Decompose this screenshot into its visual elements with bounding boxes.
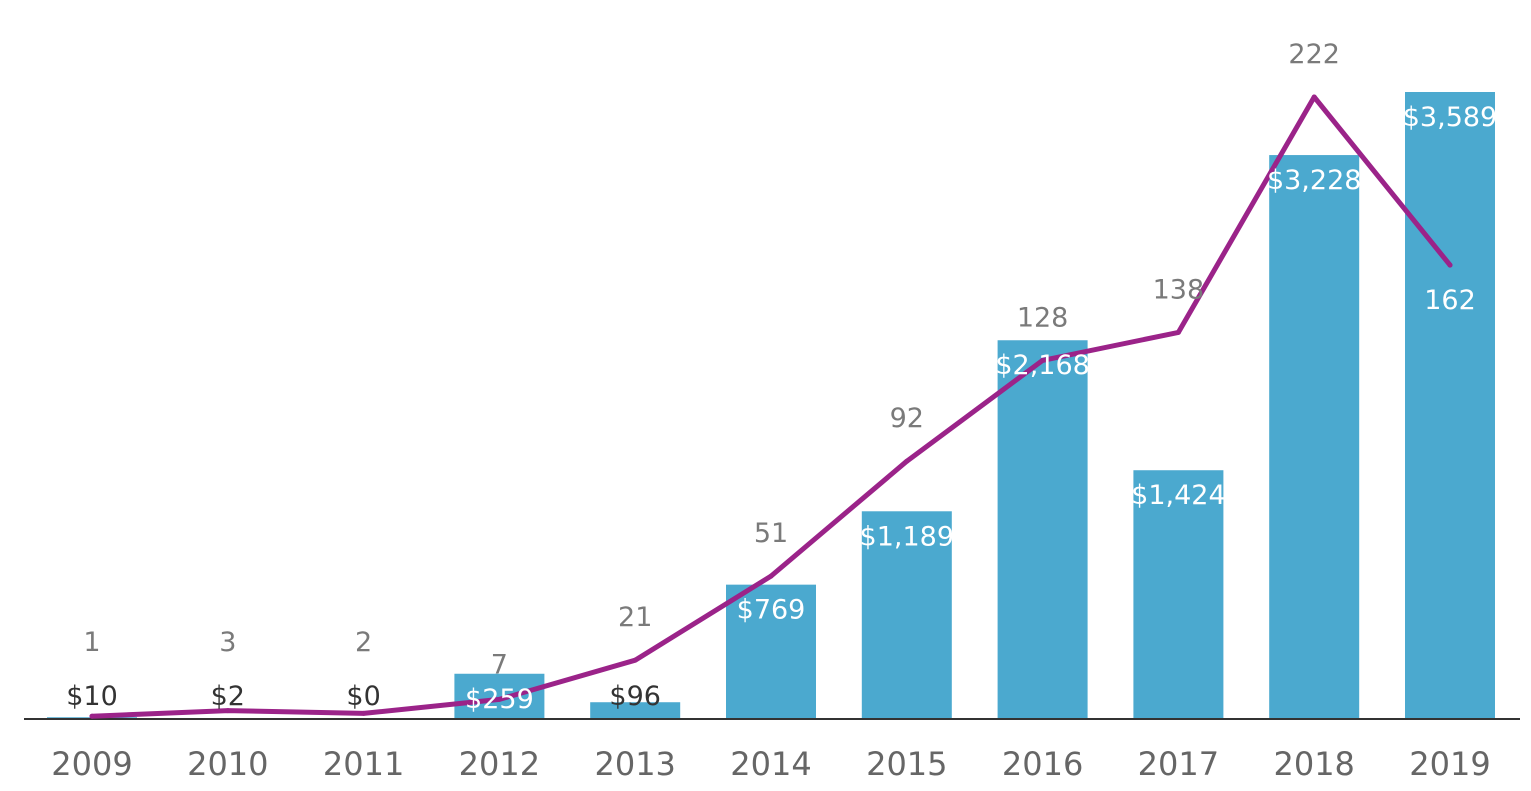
bar-2019	[1405, 92, 1495, 719]
x-tick-2013: 2013	[594, 745, 675, 783]
line-point-2009	[89, 713, 95, 719]
bar-label-2010: $2	[211, 681, 245, 712]
x-tick-2009: 2009	[51, 745, 132, 783]
ticks-layer: 2009 2010 2011 2012 2013 2014 2015 2016 2017 2018…	[51, 745, 1490, 783]
bar-2017	[1133, 470, 1224, 719]
line-label-2014: 51	[754, 518, 788, 549]
line-label-2011: 2	[355, 627, 372, 658]
line-point-2013	[632, 657, 638, 663]
line-label-2009: 1	[83, 627, 100, 658]
bar-label-2018: $3,228	[1267, 165, 1361, 196]
bar-2012	[454, 673, 545, 719]
line-point-2015	[904, 458, 910, 464]
x-tick-2012: 2012	[459, 745, 540, 783]
line-point-2012	[496, 696, 502, 702]
bar-label-2011: $0	[346, 681, 380, 712]
line-label-2015: 92	[890, 403, 924, 434]
line-label-2017: 138	[1153, 274, 1205, 305]
bar-label-2017: $1,424	[1131, 480, 1225, 511]
x-tick-2018: 2018	[1273, 745, 1354, 783]
x-tick-2010: 2010	[187, 745, 268, 783]
bar-2016	[997, 340, 1088, 719]
line-point-2019	[1447, 262, 1453, 268]
bar-2015	[861, 511, 952, 719]
bar-label-2016: $2,168	[995, 350, 1089, 381]
x-tick-2017: 2017	[1138, 745, 1219, 783]
line-point-2010	[225, 708, 231, 714]
line-point-2018	[1311, 94, 1317, 100]
bar-label-2015: $1,189	[860, 521, 954, 552]
x-tick-2011: 2011	[323, 745, 404, 783]
line-label-2013: 21	[618, 602, 652, 633]
line-layer	[89, 94, 1453, 719]
x-tick-2015: 2015	[866, 745, 947, 783]
line-point-2016	[1040, 357, 1046, 363]
bar-label-2012: $259	[465, 684, 534, 715]
bars-layer	[47, 92, 1495, 719]
line-label-2019: 162	[1424, 285, 1476, 316]
x-tick-2016: 2016	[1002, 745, 1083, 783]
bar-2014	[726, 584, 816, 719]
x-tick-2014: 2014	[730, 745, 811, 783]
bar-label-2013: $96	[609, 681, 661, 712]
labels-layer: $10 $2 $0 $259 $96 $769 $1,189 $2,168 $1,424 $3,2…	[66, 39, 1497, 715]
line-point-2017	[1175, 329, 1181, 335]
line-label-2018: 222	[1288, 39, 1340, 70]
bar-label-2009: $10	[66, 681, 118, 712]
line-label-2012: 7	[491, 649, 508, 680]
bar-label-2014: $769	[737, 595, 806, 626]
bar-2013	[590, 702, 681, 719]
line-label-2016: 128	[1017, 302, 1069, 333]
line-point-2014	[768, 573, 774, 579]
line-label-2010: 3	[219, 627, 236, 658]
x-tick-2019: 2019	[1409, 745, 1490, 783]
line-point-2011	[361, 710, 367, 716]
bar-2018	[1269, 155, 1360, 719]
bar-label-2019: $3,589	[1403, 102, 1497, 133]
